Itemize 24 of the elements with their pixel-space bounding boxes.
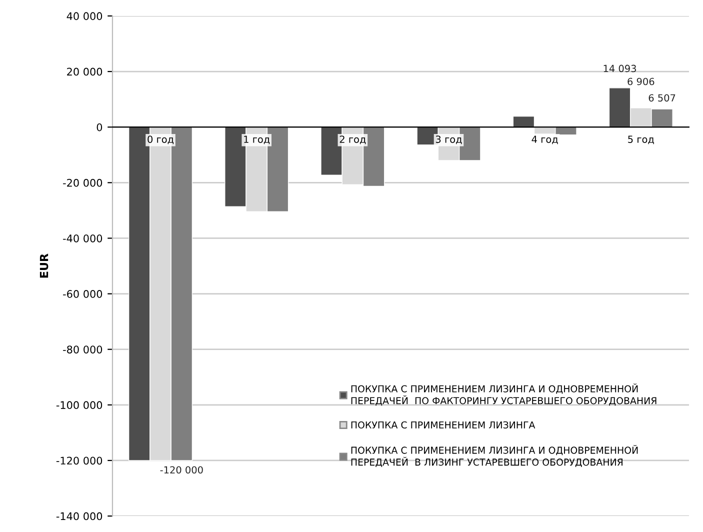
data-label: -120 000 [160, 466, 203, 474]
y-axis-title: EUR [40, 254, 48, 278]
y-tick-label: -80 000 [63, 346, 102, 354]
data-label: 6 507 [648, 94, 676, 102]
x-tick-label: 0 год [148, 136, 174, 144]
y-tick-label: -40 000 [63, 234, 102, 242]
y-tick-label: 0 [96, 123, 102, 132]
y-tick-label: 40 000 [66, 12, 102, 20]
y-tick-label: -120 000 [56, 456, 102, 465]
x-tick-label: 1 год [244, 136, 270, 144]
x-tick-label: 2 год [340, 136, 366, 144]
x-tick-label: 4 год [532, 136, 558, 144]
legend-label: ПОКУПКА С ПРИМЕНЕНИЕМ ЛИЗИНГА И ОДНОВРЕМЕННОЙ ПЕРЕДАЧЕЙ ПО ФАКТОРИНГУ УСТАРЕВШЕГО ОБОРУДОВАНИЯ [351, 383, 656, 406]
y-tick-label: -20 000 [63, 178, 102, 187]
y-tick-label: -60 000 [63, 290, 102, 298]
data-label: 14 093 [604, 64, 636, 72]
legend-label: ПОКУПКА С ПРИМЕНЕНИЕМ ЛИЗИНГА И ОДНОВРЕМЕННОЙ ПЕРЕДАЧЕЙ В ЛИЗИНГ УСТАРЕВШЕГО ОБОРУДОВАНИЯ [351, 444, 638, 468]
legend-label: ПОКУПКА С ПРИМЕНЕНИЕМ ЛИЗИНГА [351, 421, 536, 428]
y-tick-label: 20 000 [67, 68, 102, 76]
y-tick-label: -100 000 [56, 401, 102, 410]
x-tick-label: 3 год [436, 136, 462, 144]
x-tick-label: 5 год [628, 136, 654, 144]
y-tick-label: -140 000 [56, 512, 102, 520]
data-label: 6 906 [628, 78, 654, 86]
